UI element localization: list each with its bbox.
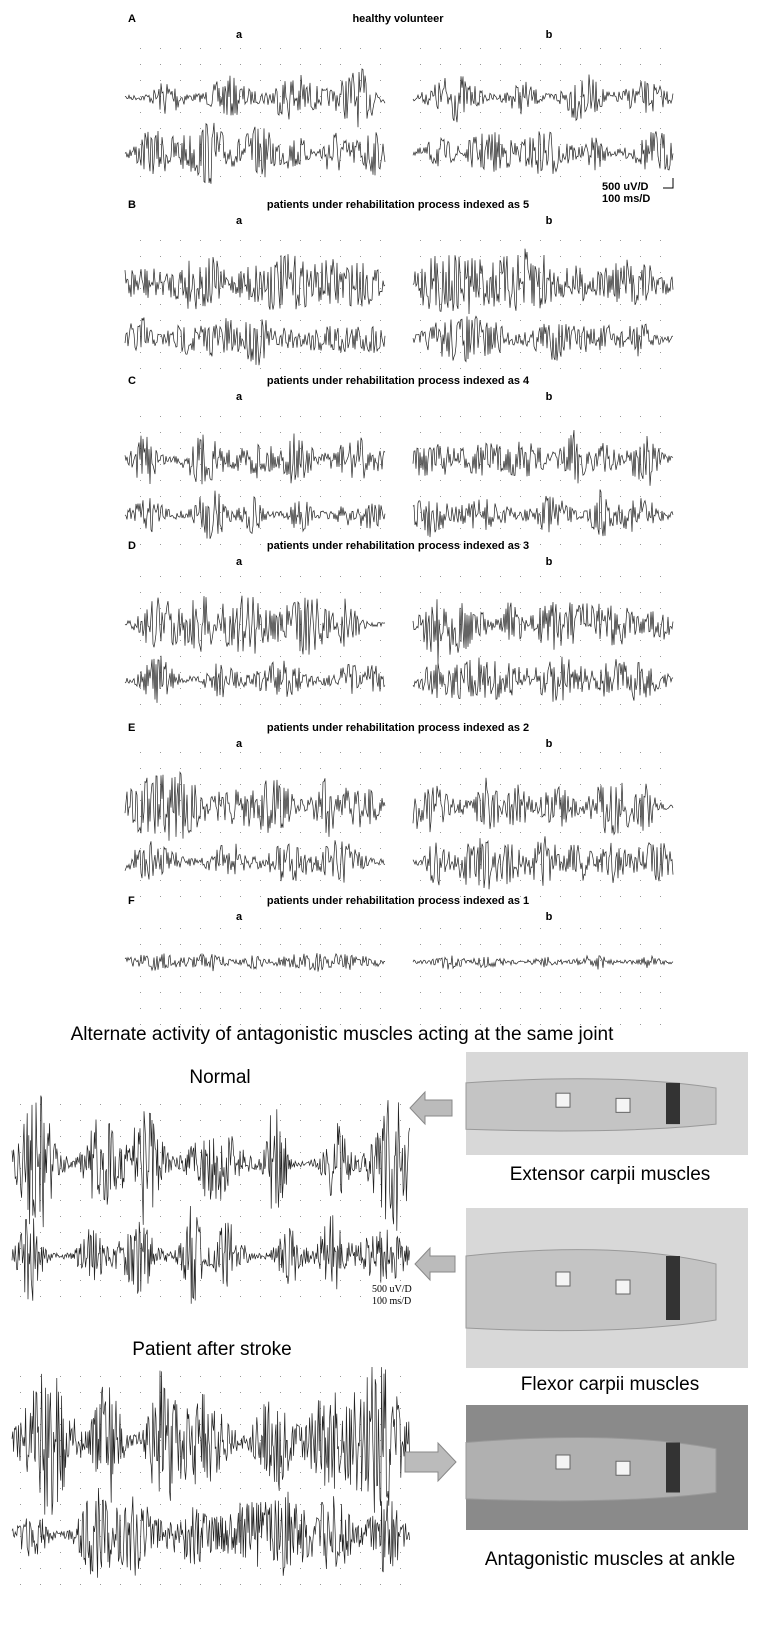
sub-label: a bbox=[236, 391, 243, 403]
sub-label: b bbox=[546, 556, 553, 568]
panel-letter: B bbox=[128, 199, 136, 211]
panel-letter: C bbox=[128, 375, 136, 387]
trace-caption: Normal bbox=[189, 1067, 250, 1088]
wristband bbox=[666, 1256, 680, 1320]
grid-dots bbox=[125, 42, 385, 192]
panel-title: patients under rehabilitation process in… bbox=[267, 375, 530, 387]
figure: Ahealthy volunteer a b Bpatients under reha… bbox=[0, 0, 783, 1642]
panel-title: patients under rehabilitation process in… bbox=[267, 199, 529, 211]
panel-title: patients under rehabilitation process in… bbox=[267, 540, 529, 552]
electrode bbox=[556, 1093, 570, 1107]
sub-label: b bbox=[546, 215, 553, 227]
sub-label: a bbox=[236, 911, 243, 923]
scale-label: 500 uV/D bbox=[372, 1284, 412, 1295]
electrode bbox=[616, 1461, 630, 1475]
trace-caption: Patient after stroke bbox=[132, 1339, 291, 1360]
photo-caption: Extensor carpii muscles bbox=[510, 1164, 711, 1185]
grid-dots bbox=[413, 924, 673, 1034]
grid-dots bbox=[125, 228, 385, 378]
scale-label: 500 uV/D bbox=[602, 181, 649, 193]
grid-dots bbox=[413, 404, 673, 554]
arrow bbox=[415, 1248, 455, 1280]
panel-letter: E bbox=[128, 722, 135, 734]
sub-label: b bbox=[546, 391, 553, 403]
wristband bbox=[666, 1083, 680, 1124]
electrode bbox=[556, 1272, 570, 1286]
sub-label: a bbox=[236, 215, 243, 227]
electrode bbox=[556, 1455, 570, 1469]
panel-title: patients under rehabilitation process in… bbox=[267, 722, 529, 734]
grid-dots bbox=[125, 404, 385, 554]
photo-caption: Antagonistic muscles at ankle bbox=[485, 1549, 735, 1570]
sub-label: b bbox=[546, 911, 553, 923]
wristband bbox=[666, 1443, 680, 1493]
sub-label: a bbox=[236, 29, 243, 41]
sub-label: a bbox=[236, 738, 243, 750]
scale-label: 100 ms/D bbox=[602, 193, 650, 205]
electrode bbox=[616, 1098, 630, 1112]
arrow bbox=[410, 1092, 452, 1124]
panel-letter: F bbox=[128, 895, 135, 907]
grid-dots bbox=[413, 228, 673, 378]
grid-dots bbox=[125, 924, 385, 1034]
sub-label: b bbox=[546, 738, 553, 750]
panel-title: patients under rehabilitation process in… bbox=[267, 895, 529, 907]
panel-title: healthy volunteer bbox=[352, 13, 444, 25]
electrode bbox=[616, 1280, 630, 1294]
grid-dots bbox=[12, 1095, 410, 1310]
grid-dots bbox=[413, 42, 673, 192]
figure-title: Alternate activity of antagonistic muscl… bbox=[71, 1024, 615, 1045]
arrow bbox=[405, 1443, 456, 1481]
photo-caption: Flexor carpii muscles bbox=[521, 1374, 699, 1395]
panel-letter: D bbox=[128, 540, 136, 552]
sub-label: b bbox=[546, 29, 553, 41]
scale-label: 100 ms/D bbox=[372, 1296, 411, 1307]
sub-label: a bbox=[236, 556, 243, 568]
panel-letter: A bbox=[128, 13, 136, 25]
